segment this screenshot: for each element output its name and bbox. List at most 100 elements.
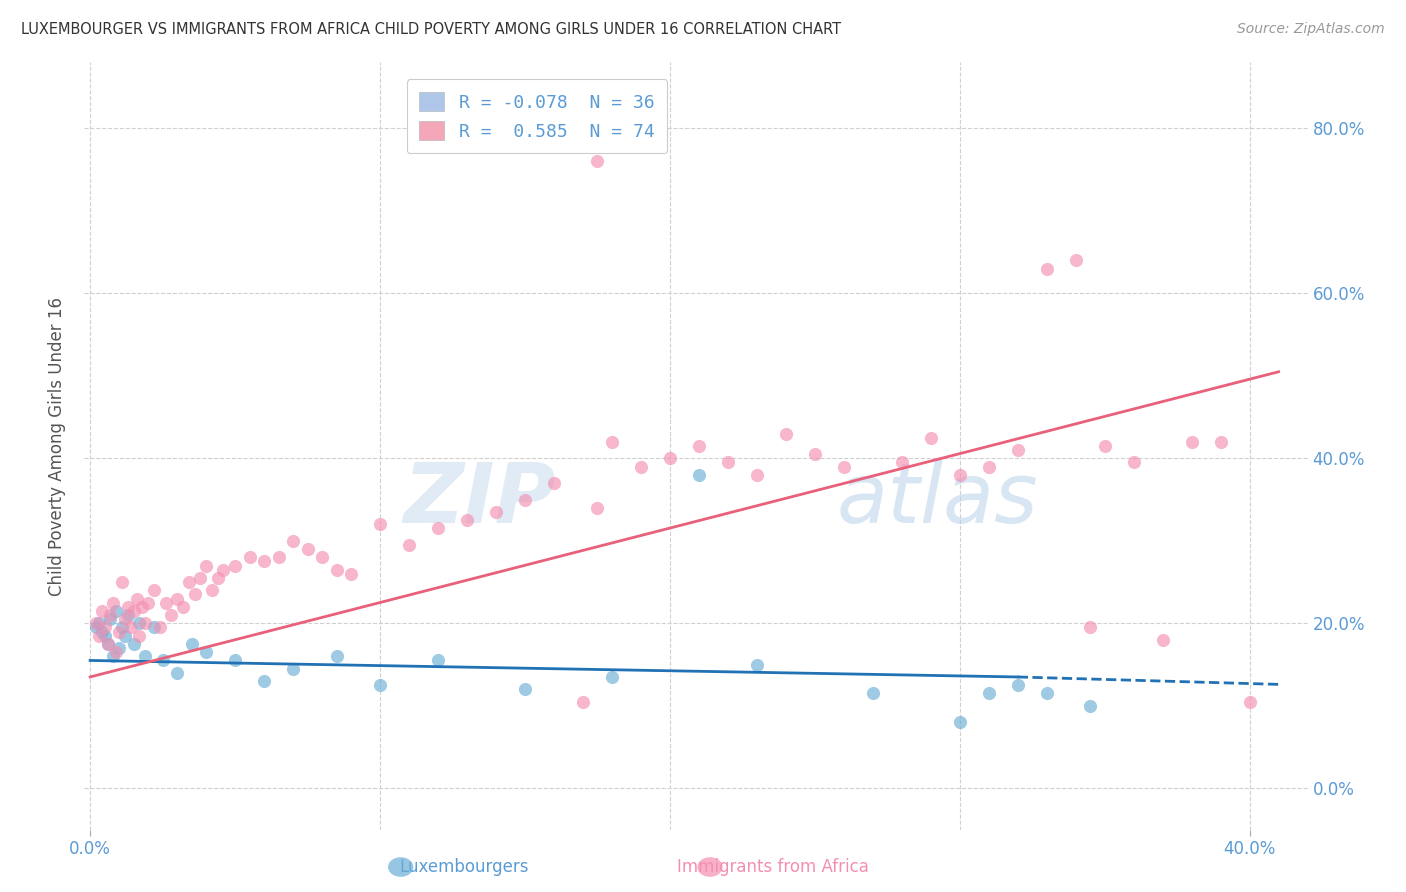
Point <box>87 616 110 631</box>
Point <box>172 599 194 614</box>
Text: atlas: atlas <box>837 459 1038 541</box>
Point <box>1035 686 1057 700</box>
Point <box>103 649 125 664</box>
Point <box>1094 439 1116 453</box>
Point <box>311 550 333 565</box>
Point <box>427 521 450 535</box>
Point <box>177 575 200 590</box>
Point <box>90 604 112 618</box>
Point <box>160 608 183 623</box>
Point <box>572 695 595 709</box>
Point <box>281 662 304 676</box>
Point <box>297 542 319 557</box>
Point <box>195 558 218 573</box>
Point <box>100 612 122 626</box>
Point <box>630 459 652 474</box>
Point <box>84 620 107 634</box>
Point <box>513 492 536 507</box>
Point <box>717 455 740 469</box>
Point <box>427 653 450 667</box>
Point <box>122 637 145 651</box>
Point <box>239 550 262 565</box>
Point <box>1078 620 1101 634</box>
Point <box>207 571 229 585</box>
Point <box>745 467 768 482</box>
Point <box>195 645 218 659</box>
Point <box>117 599 139 614</box>
Point <box>1209 434 1232 449</box>
Point <box>456 513 478 527</box>
Point <box>368 517 391 532</box>
Point <box>224 558 246 573</box>
Point <box>93 629 115 643</box>
Point <box>128 616 150 631</box>
Point <box>513 682 536 697</box>
Point <box>949 715 972 730</box>
Point <box>120 620 142 634</box>
Point <box>128 629 150 643</box>
Point <box>1035 261 1057 276</box>
Point <box>267 550 290 565</box>
Point <box>1239 695 1261 709</box>
Point <box>340 566 363 581</box>
Point <box>96 637 118 651</box>
Point <box>658 451 681 466</box>
Point <box>253 554 276 568</box>
Point <box>398 538 420 552</box>
Point <box>1007 678 1029 692</box>
Point <box>155 596 177 610</box>
Point <box>125 591 148 606</box>
Point <box>368 678 391 692</box>
Point <box>920 431 942 445</box>
Point <box>485 505 508 519</box>
Point <box>804 447 827 461</box>
Point <box>100 608 122 623</box>
Point <box>105 645 128 659</box>
Y-axis label: Child Poverty Among Girls Under 16: Child Poverty Among Girls Under 16 <box>48 296 66 596</box>
Point <box>281 533 304 548</box>
Point <box>105 604 128 618</box>
Point <box>114 629 136 643</box>
Point <box>111 575 134 590</box>
Point <box>166 665 188 680</box>
Point <box>108 641 131 656</box>
Point <box>117 608 139 623</box>
Point <box>949 467 972 482</box>
Point <box>152 653 174 667</box>
Point <box>111 620 134 634</box>
Point <box>586 154 609 169</box>
Point <box>600 434 623 449</box>
Point <box>600 670 623 684</box>
Legend: R = -0.078  N = 36, R =  0.585  N = 74: R = -0.078 N = 36, R = 0.585 N = 74 <box>406 79 668 153</box>
Point <box>96 637 118 651</box>
Point <box>253 674 276 689</box>
Point <box>1064 253 1087 268</box>
Point <box>131 599 153 614</box>
Point <box>862 686 884 700</box>
Point <box>188 571 211 585</box>
Point <box>688 467 710 482</box>
Point <box>1007 443 1029 458</box>
Point <box>134 649 156 664</box>
Text: Luxembourgers: Luxembourgers <box>399 858 529 876</box>
Point <box>745 657 768 672</box>
Text: ZIP: ZIP <box>402 459 555 541</box>
Point <box>103 596 125 610</box>
Point <box>977 459 1000 474</box>
Point <box>166 591 188 606</box>
Text: LUXEMBOURGER VS IMMIGRANTS FROM AFRICA CHILD POVERTY AMONG GIRLS UNDER 16 CORREL: LUXEMBOURGER VS IMMIGRANTS FROM AFRICA C… <box>21 22 841 37</box>
Text: Immigrants from Africa: Immigrants from Africa <box>678 858 869 876</box>
Point <box>586 500 609 515</box>
Point <box>775 426 797 441</box>
Point <box>1122 455 1144 469</box>
Point <box>1078 698 1101 713</box>
Point <box>142 620 165 634</box>
Point <box>201 583 224 598</box>
Point <box>890 455 912 469</box>
Point <box>149 620 172 634</box>
Point <box>325 649 347 664</box>
Point <box>114 612 136 626</box>
Point <box>543 476 565 491</box>
Point <box>224 653 246 667</box>
Point <box>325 563 347 577</box>
